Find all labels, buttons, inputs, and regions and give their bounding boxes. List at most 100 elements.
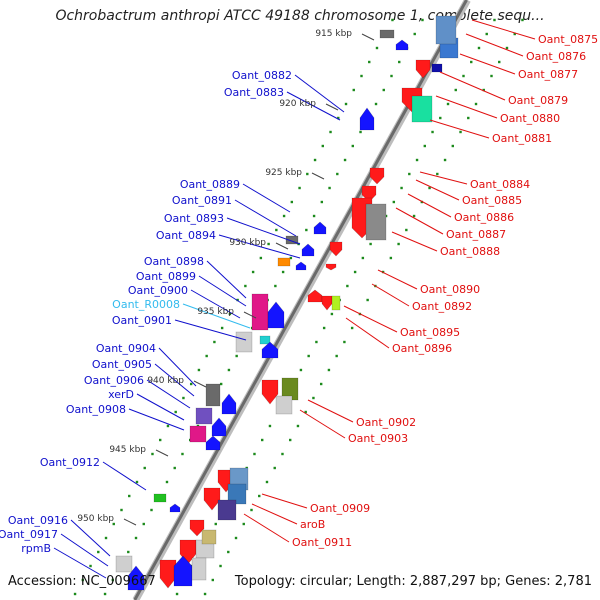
gene-label-right[interactable]: Oant_0909 [310,502,370,515]
track-dot [250,508,253,512]
gene-feature [221,393,237,415]
track-dot [374,102,378,106]
gene-label-right[interactable]: Oant_0884 [470,178,530,191]
track-dot [143,466,146,470]
leader-line [182,303,251,329]
track-dot [470,60,473,64]
leader-line [102,461,147,491]
summary-text: Topology: circular; Length: 2,887,297 bp… [234,574,592,589]
gene-label-left[interactable]: rpmB [21,542,51,555]
tick-mark [311,172,325,180]
gene-label-left[interactable]: Oant_0901 [112,314,172,327]
gene-label-left[interactable]: Oant_0898 [144,255,204,268]
gene-label-left[interactable]: Oant_R0008 [112,298,180,311]
track-dot [305,228,308,232]
gene-label-left[interactable]: Oant_0883 [224,86,284,99]
gene-label-left[interactable]: Oant_0906 [84,374,144,387]
track-dot [150,508,153,512]
track-dot [275,228,278,232]
gene-feature [205,435,221,451]
leader-line [198,275,247,307]
gene-label-right[interactable]: Oant_0902 [356,416,416,429]
track-dot [485,32,488,36]
gene-label-left[interactable]: Oant_0891 [172,194,232,207]
track-dot [408,172,411,176]
gene-label-right[interactable]: Oant_0895 [400,326,460,339]
gene-label-right[interactable]: Oant_0886 [454,211,514,224]
gene-feature [411,95,433,123]
track-dot [299,368,303,372]
gene-label-right[interactable]: Oant_0875 [538,33,598,46]
gene-label-right[interactable]: Oant_0896 [392,342,452,355]
leader-line [174,319,247,341]
gene-label-left[interactable]: Oant_0899 [136,270,196,283]
track-dot [498,60,501,64]
track-dot [166,424,170,428]
gene-feature [329,241,343,257]
tick-label: 935 kbp [197,307,234,317]
track-dot [289,438,292,442]
gene-label-right[interactable]: aroB [300,518,325,531]
track-dot [97,550,100,554]
gene-label-right[interactable]: Oant_0892 [412,300,472,313]
gene-label-left[interactable]: Oant_0900 [128,284,188,297]
track-dot [335,354,338,358]
gene-feature [369,167,385,185]
gene-label-left[interactable]: Oant_0917 [0,528,58,541]
gene-label-left[interactable]: Oant_0889 [180,178,240,191]
tick-mark [325,103,339,111]
track-dot [454,88,457,92]
gene-feature [211,417,227,437]
leader-line [242,183,291,213]
track-dot [359,130,362,134]
tick-label: 920 kbp [279,99,316,109]
gene-label-right[interactable]: Oant_0880 [500,112,560,125]
track-dot [103,592,107,596]
gene-feature [379,29,395,39]
track-dot [213,340,216,344]
gene-label-right[interactable]: Oant_0903 [348,432,408,445]
gene-label-left[interactable]: Oant_0912 [40,456,100,469]
track-dot [159,438,162,442]
track-dot [282,214,286,218]
gene-feature [189,425,207,443]
gene-label-right[interactable]: Oant_0911 [292,536,352,549]
gene-feature [195,407,213,425]
gene-label-left[interactable]: xerD [108,388,134,401]
leader-line [307,399,354,423]
gene-feature [277,257,291,267]
gene-label-left[interactable]: Oant_0916 [8,514,68,527]
gene-label-left[interactable]: Oant_0905 [92,358,152,371]
track-dot [421,18,424,22]
gene-label-left[interactable]: Oant_0893 [164,212,224,225]
gene-feature [431,63,443,73]
leader-line [234,199,297,237]
track-dot [405,228,408,232]
gene-label-right[interactable]: Oant_0887 [446,228,506,241]
track-dot [251,270,255,274]
track-dot [104,536,108,540]
gene-feature [261,379,279,405]
gene-feature [159,559,177,589]
track-dot [165,480,169,484]
gene-label-right[interactable]: Oant_0877 [518,68,578,81]
gene-label-right[interactable]: Oant_0881 [492,132,552,145]
gene-label-left[interactable]: Oant_0908 [66,403,126,416]
gene-label-right[interactable]: Oant_0888 [440,245,500,258]
gene-feature [275,395,293,415]
gene-label-right[interactable]: Oant_0890 [420,283,480,296]
gene-label-left[interactable]: Oant_0894 [156,229,216,242]
gene-feature [395,39,409,51]
track-dot [214,522,217,526]
gene-label-right[interactable]: Oant_0876 [526,50,586,63]
track-dot [391,18,394,22]
track-dot [296,424,300,428]
track-dot [521,18,524,22]
gene-label-right[interactable]: Oant_0885 [462,194,522,207]
gene-label-left[interactable]: Oant_0904 [96,342,156,355]
gene-feature [331,295,341,311]
gene-label-left[interactable]: Oant_0882 [232,69,292,82]
track-dot [420,200,424,204]
gene-label-right[interactable]: Oant_0879 [508,94,568,107]
track-dot [81,578,84,582]
